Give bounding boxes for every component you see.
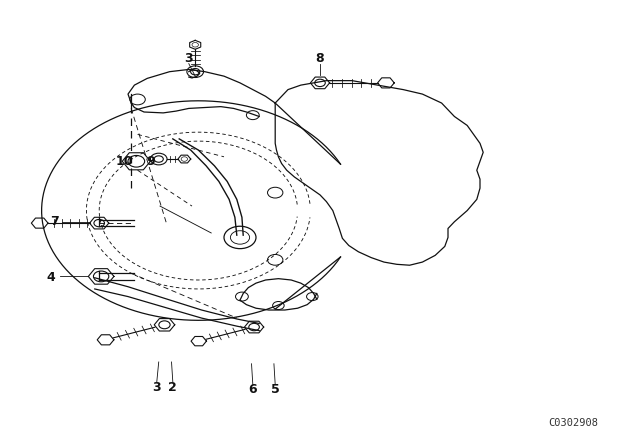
Text: C0302908: C0302908 <box>548 418 598 428</box>
Text: 2: 2 <box>168 381 177 394</box>
Text: 9: 9 <box>146 155 155 168</box>
Text: 3: 3 <box>152 381 161 394</box>
Text: 8: 8 <box>316 52 324 65</box>
Text: 4: 4 <box>47 271 56 284</box>
Text: 3: 3 <box>184 52 193 65</box>
Text: 10: 10 <box>116 155 134 168</box>
Text: 5: 5 <box>271 383 280 396</box>
Text: 7: 7 <box>50 215 59 228</box>
Text: 6: 6 <box>248 383 257 396</box>
